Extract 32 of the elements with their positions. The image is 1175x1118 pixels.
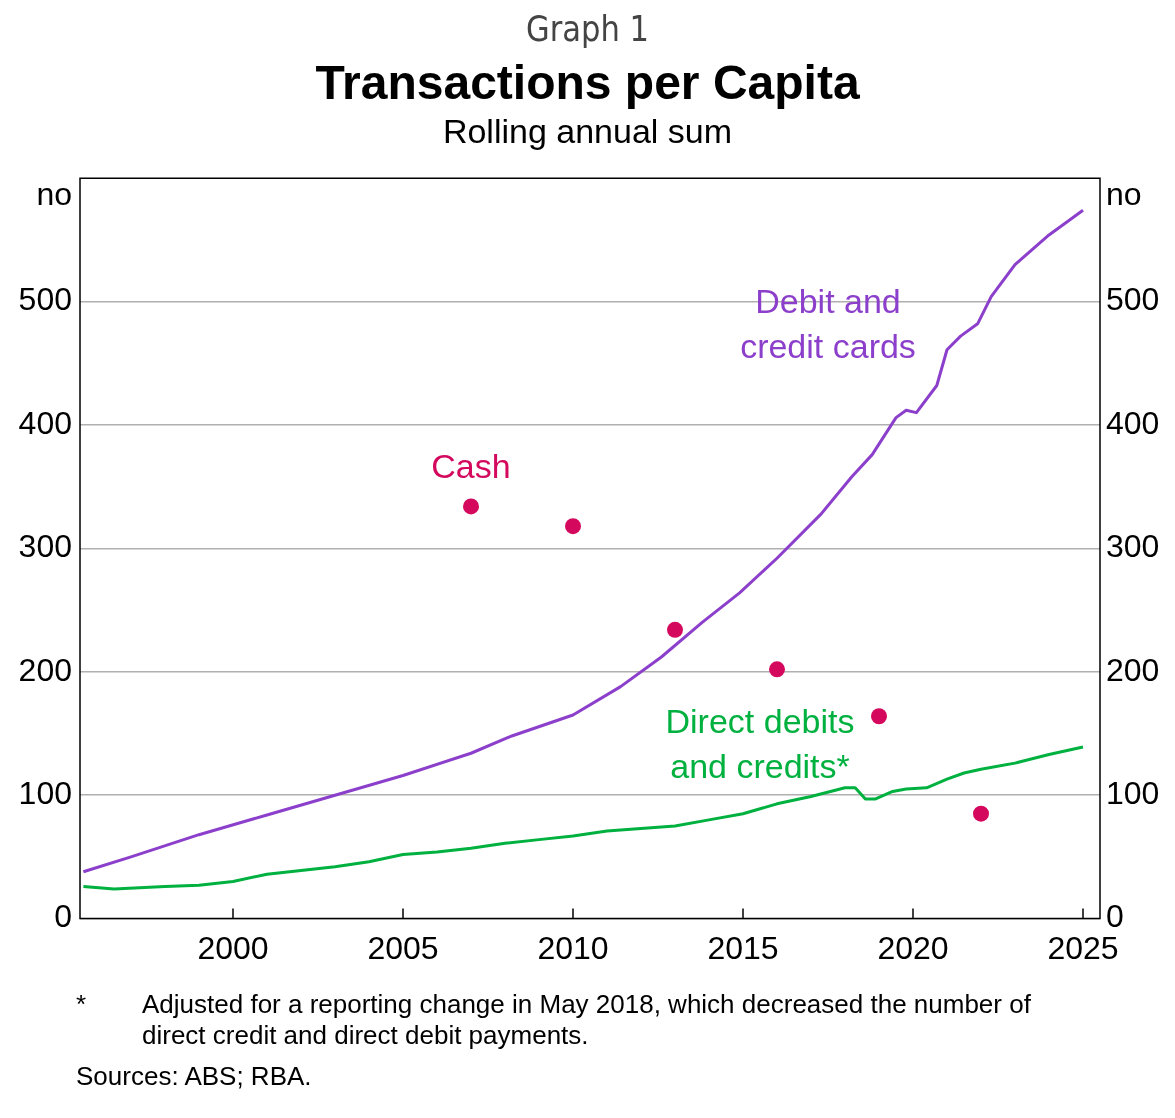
x-tick-label: 2015: [707, 929, 779, 966]
y-tick-label: 0: [54, 898, 72, 935]
caption: Graph 1: [524, 8, 651, 49]
x-tick-label: 2005: [367, 929, 439, 966]
source-note: Sources: ABS; RBA.: [76, 1061, 313, 1092]
y2-tick-label: 200: [1106, 651, 1160, 688]
x-tick-label: 2010: [537, 929, 609, 966]
point: [973, 805, 989, 822]
point: [565, 518, 581, 535]
y2-axis-title: no: [1106, 176, 1142, 213]
chart-subtitle: Rolling annual sum: [441, 112, 734, 151]
y-tick-label: 300: [18, 528, 72, 565]
y-tick-label: 200: [18, 651, 72, 688]
y-tick-label: 500: [18, 281, 72, 318]
series-label: Debit and credit cards: [740, 282, 916, 366]
y2-tick-label: 500: [1106, 281, 1160, 318]
chart-title: Transactions per Capita: [314, 55, 861, 110]
point: [769, 661, 785, 678]
y2-tick-label: 400: [1106, 404, 1160, 441]
series-label: Cash: [431, 446, 511, 485]
x-tick-label: 2000: [197, 929, 269, 966]
series-label: Direct debits and credits*: [665, 701, 855, 785]
y-tick-label: 400: [18, 404, 72, 441]
text: * Adjusted for a reporting change in May 2018, which decreased the number of direct credit and direct debit payments.: [76, 989, 1031, 1050]
y2-tick-label: 300: [1106, 528, 1160, 565]
x-tick-label: 2020: [877, 929, 949, 966]
point: [871, 708, 887, 725]
point: [667, 621, 683, 638]
point: [463, 498, 479, 515]
y2-tick-label: 100: [1106, 775, 1160, 812]
y-axis-title: no: [36, 176, 72, 213]
y-tick-label: 100: [18, 775, 72, 812]
